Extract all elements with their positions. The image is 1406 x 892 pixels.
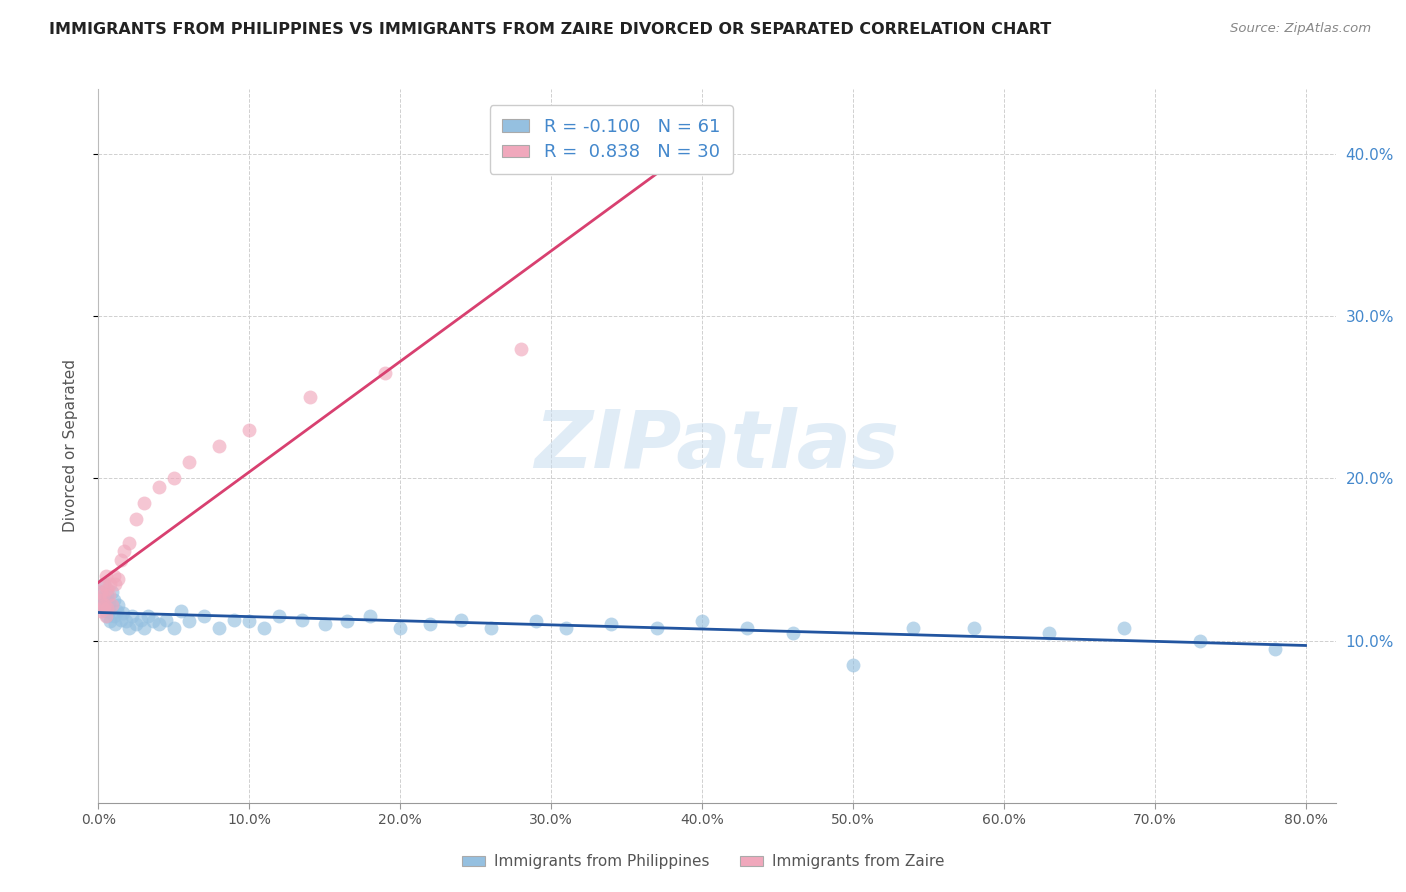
Point <box>112 544 135 558</box>
Point <box>125 617 148 632</box>
Point <box>114 614 136 628</box>
Point <box>208 439 231 453</box>
Text: Source: ZipAtlas.com: Source: ZipAtlas.com <box>1230 22 1371 36</box>
Text: ZIPatlas: ZIPatlas <box>534 407 900 485</box>
Point <box>269 609 291 624</box>
Point <box>291 613 314 627</box>
Point <box>105 604 128 618</box>
Point <box>314 617 336 632</box>
Point <box>107 572 129 586</box>
Point <box>93 577 115 591</box>
Point <box>91 588 114 602</box>
Point <box>645 621 668 635</box>
Point <box>93 598 115 612</box>
Point <box>148 479 170 493</box>
Point <box>389 621 412 635</box>
Point <box>842 657 865 672</box>
Point <box>104 617 127 632</box>
Point <box>962 621 984 635</box>
Point <box>1038 625 1060 640</box>
Point <box>121 609 143 624</box>
Point <box>96 588 118 602</box>
Point <box>90 585 112 599</box>
Point <box>111 606 134 620</box>
Point <box>555 621 578 635</box>
Point <box>100 577 122 591</box>
Point <box>298 390 321 404</box>
Point <box>94 609 117 624</box>
Point <box>107 598 129 612</box>
Point <box>98 604 121 618</box>
Point <box>690 614 713 628</box>
Point <box>103 568 125 582</box>
Point <box>479 621 502 635</box>
Point <box>93 601 115 615</box>
Text: IMMIGRANTS FROM PHILIPPINES VS IMMIGRANTS FROM ZAIRE DIVORCED OR SEPARATED CORRE: IMMIGRANTS FROM PHILIPPINES VS IMMIGRANT… <box>49 22 1052 37</box>
Point <box>101 598 124 612</box>
Point <box>94 568 117 582</box>
Point <box>419 617 441 632</box>
Point <box>1114 621 1136 635</box>
Point <box>450 613 472 627</box>
Point <box>90 604 112 618</box>
Point <box>96 609 118 624</box>
Point <box>208 621 231 635</box>
Y-axis label: Divorced or Separated: Divorced or Separated <box>63 359 77 533</box>
Point <box>96 601 118 615</box>
Point <box>600 617 623 632</box>
Point <box>94 604 117 618</box>
Point <box>374 366 396 380</box>
Point <box>193 609 215 624</box>
Legend: Immigrants from Philippines, Immigrants from Zaire: Immigrants from Philippines, Immigrants … <box>456 848 950 875</box>
Point <box>100 614 122 628</box>
Point <box>117 536 139 550</box>
Point <box>117 621 139 635</box>
Point <box>98 588 121 602</box>
Point <box>238 423 260 437</box>
Point <box>103 593 125 607</box>
Point <box>110 552 132 566</box>
Point <box>336 614 359 628</box>
Point <box>524 614 547 628</box>
Point <box>903 621 925 635</box>
Legend: R = -0.100   N = 61, R =  0.838   N = 30: R = -0.100 N = 61, R = 0.838 N = 30 <box>489 105 733 174</box>
Point <box>177 455 200 469</box>
Point <box>90 585 112 599</box>
Point <box>163 471 186 485</box>
Point <box>91 601 114 615</box>
Point <box>110 613 132 627</box>
Point <box>253 621 276 635</box>
Point <box>782 625 804 640</box>
Point <box>509 342 531 356</box>
Point <box>91 598 114 612</box>
Point <box>89 593 111 607</box>
Point <box>104 577 127 591</box>
Point <box>101 585 124 599</box>
Point <box>98 596 121 610</box>
Point <box>359 609 381 624</box>
Point <box>132 621 155 635</box>
Point <box>238 614 260 628</box>
Point <box>735 621 758 635</box>
Point <box>142 614 165 628</box>
Point <box>224 613 246 627</box>
Point <box>93 577 115 591</box>
Point <box>96 582 118 596</box>
Point <box>94 593 117 607</box>
Point <box>155 613 177 627</box>
Point <box>125 512 148 526</box>
Point <box>129 613 152 627</box>
Point <box>163 621 186 635</box>
Point <box>91 590 114 604</box>
Point <box>1264 641 1286 656</box>
Point <box>148 617 170 632</box>
Point <box>103 609 125 624</box>
Point <box>1188 633 1211 648</box>
Point <box>170 604 193 618</box>
Point <box>177 614 200 628</box>
Point <box>136 609 159 624</box>
Point <box>132 496 155 510</box>
